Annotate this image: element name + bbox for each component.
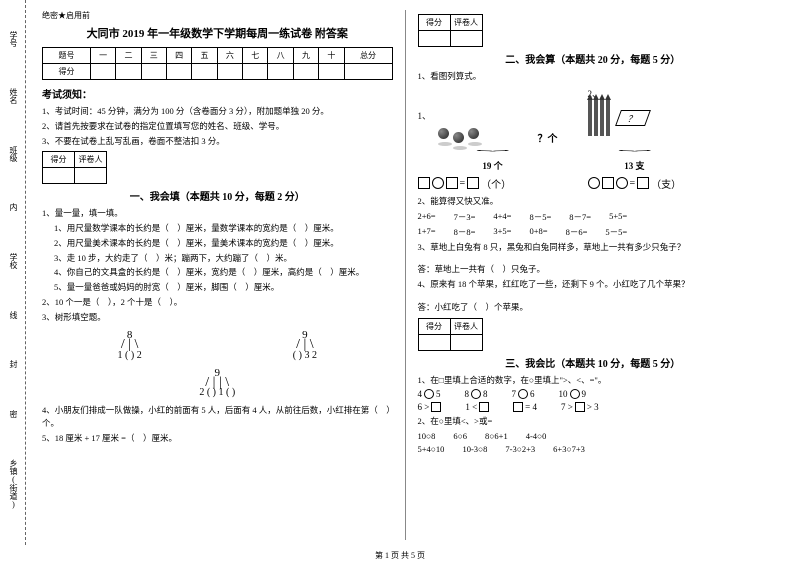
th: 三	[141, 48, 166, 64]
th: 五	[192, 48, 217, 64]
compare-calc-row: 10○86○68○6+14-4○0	[418, 431, 769, 441]
side-label: 班级	[9, 146, 17, 162]
side-label: 乡镇(街道)	[9, 459, 17, 509]
pencils-illustration	[588, 100, 610, 136]
th: 七	[243, 48, 268, 64]
score-mini-table: 得分评卷人	[418, 318, 483, 351]
q-text: 3、树形填空题。	[42, 311, 393, 324]
notice-item: 2、请首先按要求在试卷的指定位置填写您的姓名、班级、学号。	[42, 120, 393, 133]
notice-item: 3、不要在试卷上乱写乱画，卷面不整洁扣 3 分。	[42, 135, 393, 148]
balls-problem: 1、 ？个 ⏟ 19 个 =（个）	[418, 109, 568, 191]
section-1-title: 一、我会填（本题共 10 分，每题 2 分）	[42, 188, 393, 203]
page-footer: 第 1 页 共 5 页	[0, 550, 800, 561]
mini-th: 得分	[43, 152, 75, 168]
th: 题号	[43, 48, 91, 64]
th: 十	[319, 48, 344, 64]
answer-text: 答：草地上一共有（ ）只兔子。	[418, 263, 769, 276]
number-trees: 9 / | | \ 2 ( ) 1 ( )	[42, 367, 393, 398]
compare-row: 4 5 8 8 7 6 10 9	[418, 389, 769, 399]
page-content: 绝密★启用前 大同市 2019 年一年级数学下学期每周一练试卷 附答案 题号 一…	[0, 0, 800, 540]
side-mark: 线	[9, 311, 17, 319]
count-label: 19 个	[482, 161, 502, 171]
q-text: 2、在○里填<、>或=	[418, 415, 769, 428]
th: 一	[90, 48, 115, 64]
confidential-seal: 绝密★启用前	[42, 10, 393, 21]
number-trees: 8 / | \ 1 ( ) 2 9 / | \ ( ) 3 2	[42, 329, 393, 360]
q-text: 5、量一量爸爸或妈妈的肘宽（ ）厘米，脚围（ ）厘米。	[42, 281, 393, 294]
q-text: 4、小朋友们排成一队做操，小红的前面有 5 人，后面有 4 人，从前往后数，小红…	[42, 404, 393, 430]
section-2-title: 二、我会算（本题共 20 分，每题 5 分）	[418, 51, 769, 66]
th: 九	[293, 48, 318, 64]
left-column: 绝密★启用前 大同市 2019 年一年级数学下学期每周一练试卷 附答案 题号 一…	[30, 10, 406, 540]
tree-diagram: 9 / | \ ( ) 3 2	[293, 329, 317, 360]
picture-problem-row: 1、 ？个 ⏟ 19 个 =（个）	[418, 87, 769, 191]
pencils-problem: 2、 ？ ⏟ 13 支 =（支）	[588, 87, 682, 191]
equation-blank: =（个）	[418, 176, 568, 191]
right-column: 得分评卷人 二、我会算（本题共 20 分，每题 5 分） 1、看图列算式。 1、…	[406, 10, 781, 540]
section-3-title: 三、我会比（本题共 10 分，每题 5 分）	[418, 355, 769, 370]
th: 四	[166, 48, 191, 64]
exam-title: 大同市 2019 年一年级数学下学期每周一练试卷 附答案	[42, 25, 393, 41]
table-row: 题号 一 二 三 四 五 六 七 八 九 十 总分	[43, 48, 393, 64]
tree-diagram: 9 / | | \ 2 ( ) 1 ( )	[199, 367, 235, 398]
brace-icon: ⏟	[618, 145, 650, 151]
side-label: 学校	[9, 253, 17, 269]
compare-calc-row: 5+4○1010-3○87-3○2+36+3○7+3	[418, 444, 769, 454]
q-text: 4、你自己的文具盒的长约是（ ）厘米，宽约是（ ）厘米，高约是（ ）厘米。	[42, 266, 393, 279]
equation-blank: =（支）	[588, 176, 682, 191]
th: 总分	[344, 48, 392, 64]
label-1: 1、	[418, 111, 432, 121]
score-summary-table: 题号 一 二 三 四 五 六 七 八 九 十 总分 得分	[42, 47, 393, 80]
q-text: 4、原来有 18 个苹果，红红吃了一些，还剩下 9 个。小红吃了几个苹果？	[418, 278, 769, 291]
calc-row: 2+6=7－3=4+4=8－5=8－7=5+5=	[418, 211, 769, 223]
side-label: 姓名	[9, 88, 17, 104]
th: 八	[268, 48, 293, 64]
score-mini-table: 得分评卷人	[418, 14, 483, 47]
q-text: 3、草地上白兔有 8 只，黑兔和白兔同样多，草地上一共有多少只兔子？	[418, 241, 769, 254]
score-mini-table: 得分评卷人	[42, 151, 107, 184]
brace-icon: ⏟	[476, 145, 508, 151]
th: 二	[116, 48, 141, 64]
q-text: 1、看图列算式。	[418, 70, 769, 83]
notice-heading: 考试须知：	[42, 86, 393, 101]
side-mark: 封	[9, 360, 17, 368]
compare-row: 6 > 1 < = 4 7 > > 3	[418, 402, 769, 412]
q-text: 2、10 个一是（ ），2 个十是（ ）。	[42, 296, 393, 309]
q-text: 2、用尺量美术课本的长约是（ ）厘米，量美术课本的宽约是（ ）厘米。	[42, 237, 393, 250]
table-row: 得分	[43, 64, 393, 80]
q-text: 1、量一量，填一填。	[42, 207, 393, 220]
q-text: 5、18 厘米 + 17 厘米 =（ ）厘米。	[42, 432, 393, 445]
binding-side-labels: 学号 姓名 班级 内 学校 线 封 密 乡镇(街道)	[2, 10, 24, 530]
count-label: 13 支	[624, 161, 644, 171]
side-mark: 内	[9, 203, 17, 211]
side-mark: 密	[9, 410, 17, 418]
balls-illustration: ？个 ⏟ 19 个	[418, 122, 568, 172]
q-text: 3、走 10 步，大约走了（ ）米；蹦两下，大约蹦了（ ）米。	[42, 252, 393, 265]
box-illustration: ？	[615, 110, 651, 126]
side-label: 学号	[9, 31, 17, 47]
notice-item: 1、考试时间：45 分钟，满分为 100 分（含卷面分 3 分），附加题单独 2…	[42, 105, 393, 118]
mini-th: 评卷人	[75, 152, 107, 168]
calc-row: 1+7=8－8=3+5=0+8=8－6=5－5=	[418, 226, 769, 238]
fold-line	[25, 0, 26, 545]
q-text: 2、能算得又快又准。	[418, 195, 769, 208]
tree-diagram: 8 / | \ 1 ( ) 2	[118, 329, 142, 360]
td: 得分	[43, 64, 91, 80]
th: 六	[217, 48, 242, 64]
q-text: 1、用尺量数学课本的长约是（ ）厘米，量数学课本的宽约是（ ）厘米。	[42, 222, 393, 235]
answer-text: 答：小红吃了（ ）个苹果。	[418, 301, 769, 314]
q-text: 1、在□里填上合适的数字，在○里填上">、<、="。	[418, 374, 769, 387]
